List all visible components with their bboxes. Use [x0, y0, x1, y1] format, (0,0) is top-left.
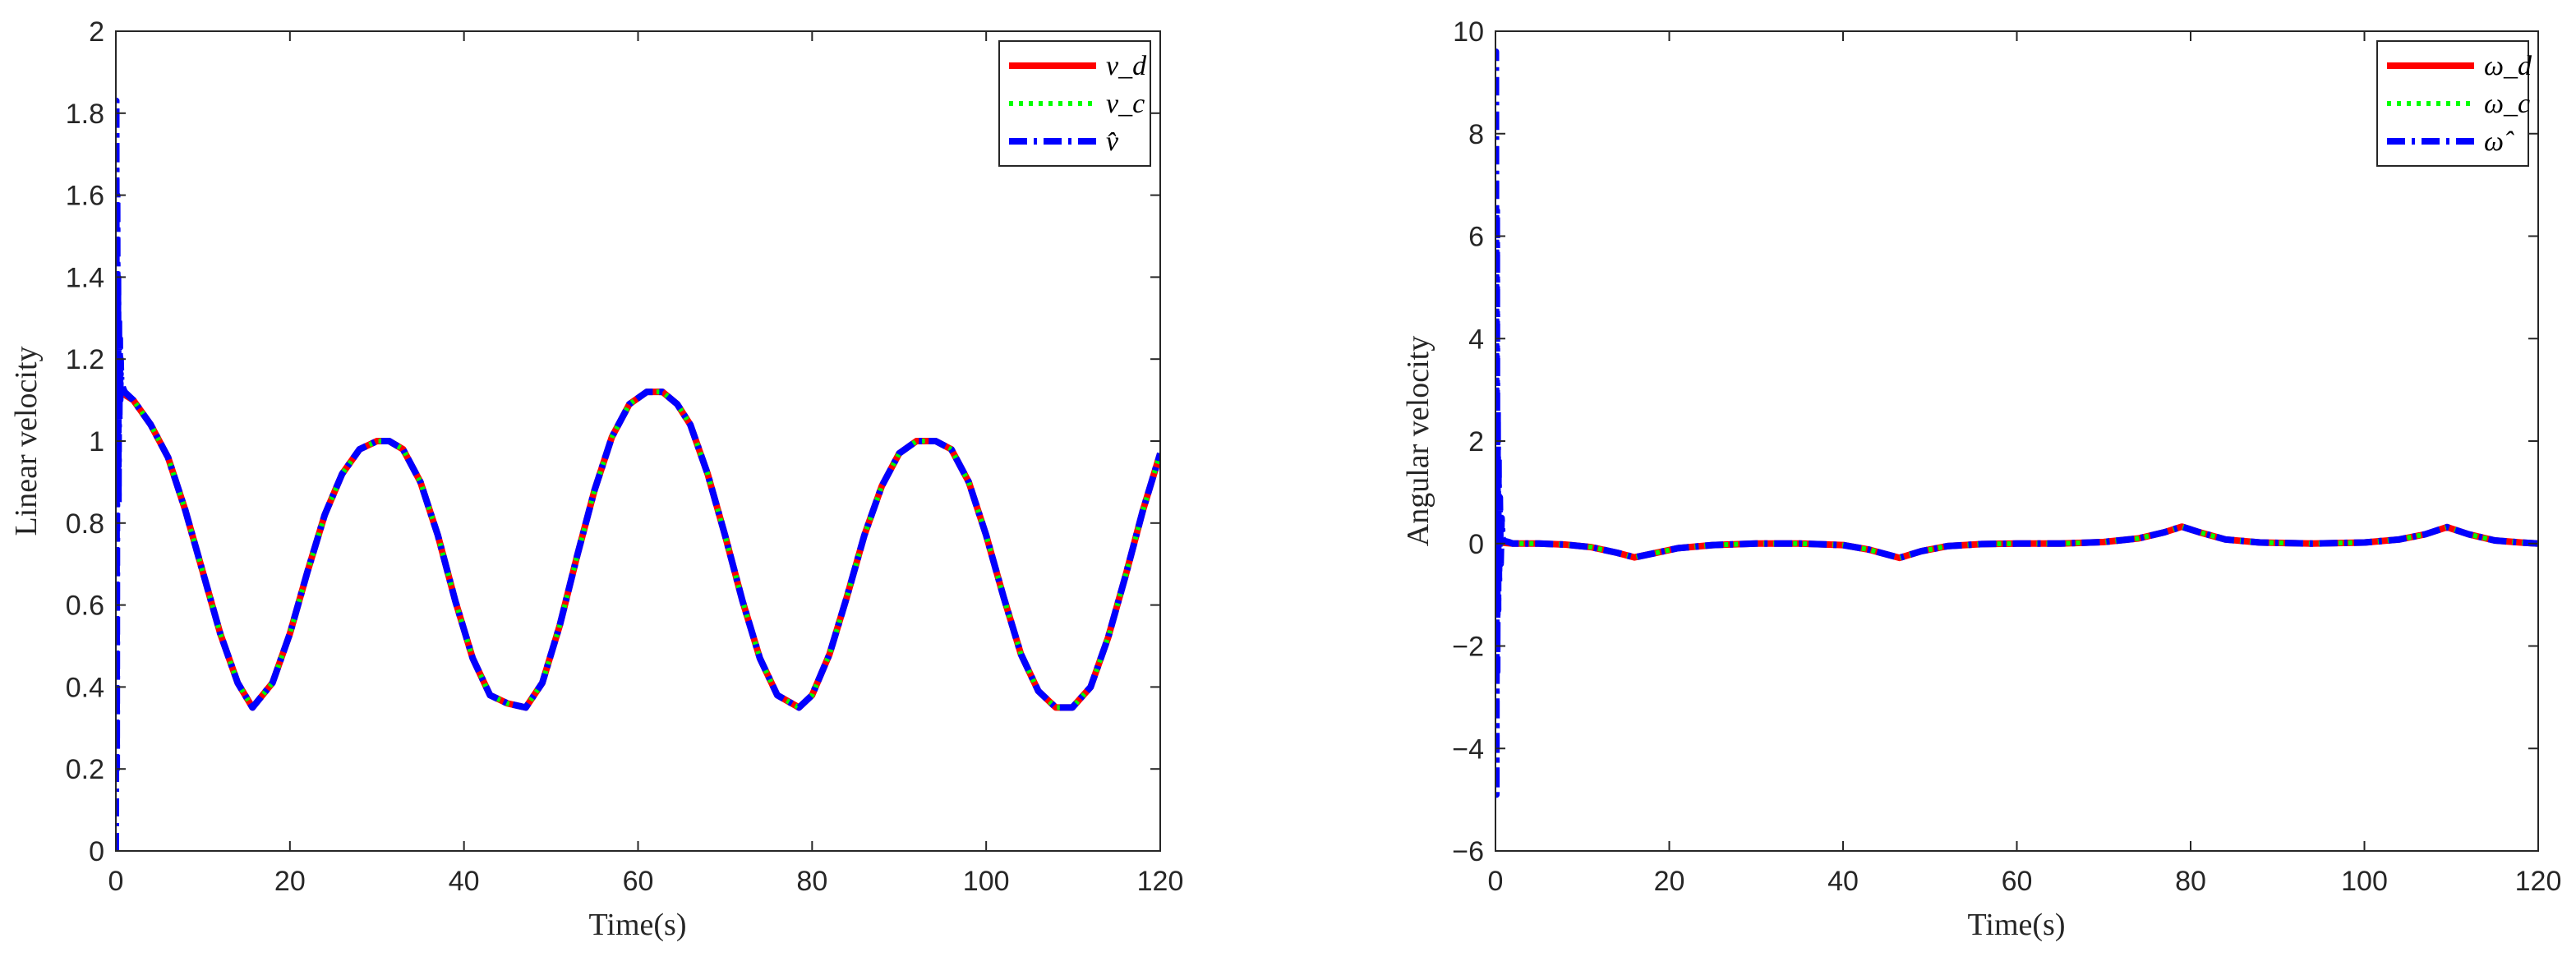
x-tick-label: 20 — [274, 866, 306, 897]
legend-label-2: v̂ — [1106, 126, 1119, 157]
series-line-2 — [116, 97, 1160, 851]
x-tick-label: 40 — [449, 866, 480, 897]
legend-label-1: v_c — [1106, 89, 1145, 119]
y-tick-label: 1 — [89, 426, 104, 458]
x-axis-label: Time(s) — [589, 908, 687, 942]
series-line-1 — [1500, 524, 2538, 561]
legend-box — [2376, 40, 2529, 167]
legend-label-0: v_d — [1106, 51, 1147, 81]
y-tick-label: 1.6 — [66, 181, 104, 212]
x-tick-label: 100 — [963, 866, 1010, 897]
x-tick-label: 40 — [1827, 866, 1859, 897]
series-line-2 — [1495, 48, 2538, 798]
y-tick-label: 0.4 — [66, 672, 104, 703]
y-tick-label: 1.4 — [66, 262, 104, 293]
x-tick-label: 120 — [2515, 866, 2562, 897]
x-tick-label: 0 — [1488, 866, 1504, 897]
legend-label-0: ω_d — [2484, 51, 2532, 81]
y-tick-label: 2 — [1468, 426, 1484, 458]
x-tick-label: 60 — [2002, 866, 2033, 897]
y-tick-label: 6 — [1468, 222, 1484, 253]
legend-label-1: ω_c — [2484, 89, 2530, 119]
x-tick-label: 80 — [796, 866, 827, 897]
y-axis-label: Angular velocity — [1401, 336, 1435, 546]
linear-velocity-chart: Time(s) Linear velocity 0 20 40 60 80 100 1200… — [9, 16, 1183, 942]
y-tick-label: 8 — [1468, 119, 1484, 150]
x-axis-label: Time(s) — [1968, 908, 2066, 942]
y-tick-label: 10 — [1453, 16, 1484, 48]
x-tick-label: 0 — [108, 866, 124, 897]
x-tick-label: 80 — [2175, 866, 2206, 897]
x-tick-label: 20 — [1654, 866, 1685, 897]
y-tick-label: 0.8 — [66, 508, 104, 540]
y-tick-label: 4 — [1468, 324, 1484, 355]
angular-velocity-chart: Time(s) Angular velocity 0 20 40 60 80 100 120… — [1401, 16, 2561, 942]
legend: ω_dω_cω̂ — [2376, 40, 2532, 167]
legend-box — [998, 40, 1151, 167]
y-tick-label: −4 — [1452, 733, 1484, 765]
y-tick-label: 0.6 — [66, 591, 104, 622]
y-axis-label: Linear velocity — [9, 346, 44, 536]
y-tick-label: −6 — [1452, 836, 1484, 867]
x-tick-label: 120 — [1137, 866, 1184, 897]
y-tick-label: 0.2 — [66, 754, 104, 785]
x-tick-label: 100 — [2341, 866, 2388, 897]
x-tick-label: 60 — [623, 866, 654, 897]
y-tick-label: 0 — [1468, 529, 1484, 560]
y-tick-label: 1.2 — [66, 344, 104, 375]
y-tick-label: 1.8 — [66, 99, 104, 130]
y-tick-label: 2 — [89, 16, 104, 48]
y-tick-label: 0 — [89, 836, 104, 867]
legend: v_d v_c v̂ — [998, 40, 1151, 167]
y-tick-label: −2 — [1452, 632, 1484, 663]
